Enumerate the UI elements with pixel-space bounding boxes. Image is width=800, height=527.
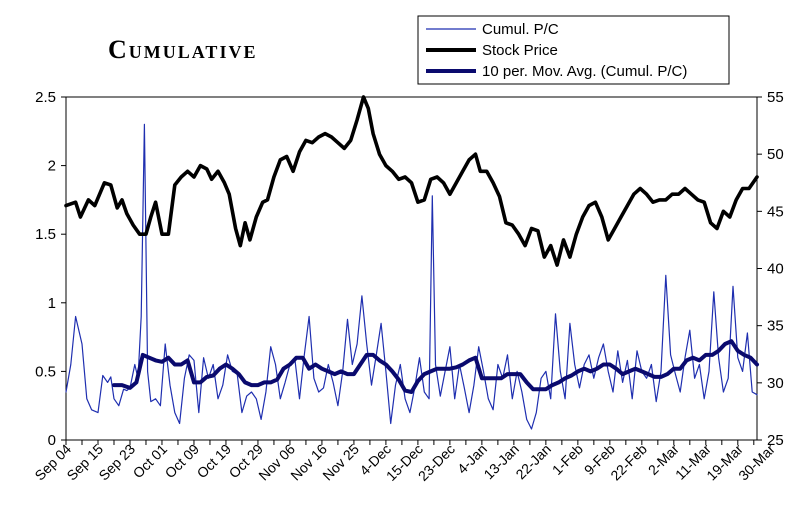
y-left-tick-label: 1 [48, 295, 56, 312]
y-right-tick-label: 45 [767, 203, 784, 220]
y-right-tick-label: 35 [767, 318, 784, 335]
series-cumul-pc-line [65, 123, 758, 430]
legend: Cumul. P/C Stock Price 10 per. Mov. Avg.… [417, 15, 730, 85]
legend-label-moving-average: 10 per. Mov. Avg. (Cumul. P/C) [482, 63, 687, 80]
y-left-tick-label: 2 [48, 158, 56, 175]
chart-title: Cumulative [108, 35, 257, 64]
y-right-tick-label: 25 [767, 432, 784, 449]
y-right-axis: 25 30 35 40 45 50 55 [757, 89, 784, 449]
legend-label-cumul-pc: Cumul. P/C [482, 21, 559, 38]
y-right-tick-label: 30 [767, 375, 784, 392]
series-layer [64, 95, 759, 430]
y-left-tick-label: 0.5 [35, 363, 56, 380]
y-right-tick-label: 50 [767, 146, 784, 163]
y-left-tick-label: 2.5 [35, 89, 56, 106]
y-left-tick-label: 1.5 [35, 226, 56, 243]
series-stock-price-line [64, 95, 759, 267]
legend-label-stock-price: Stock Price [482, 42, 558, 59]
y-left-tick-label: 0 [48, 432, 56, 449]
y-right-tick-label: 55 [767, 89, 784, 106]
series-moving-average-line [112, 339, 759, 394]
y-right-tick-label: 40 [767, 261, 784, 278]
y-left-axis: 0 0.5 1 1.5 2 2.5 [35, 89, 66, 449]
